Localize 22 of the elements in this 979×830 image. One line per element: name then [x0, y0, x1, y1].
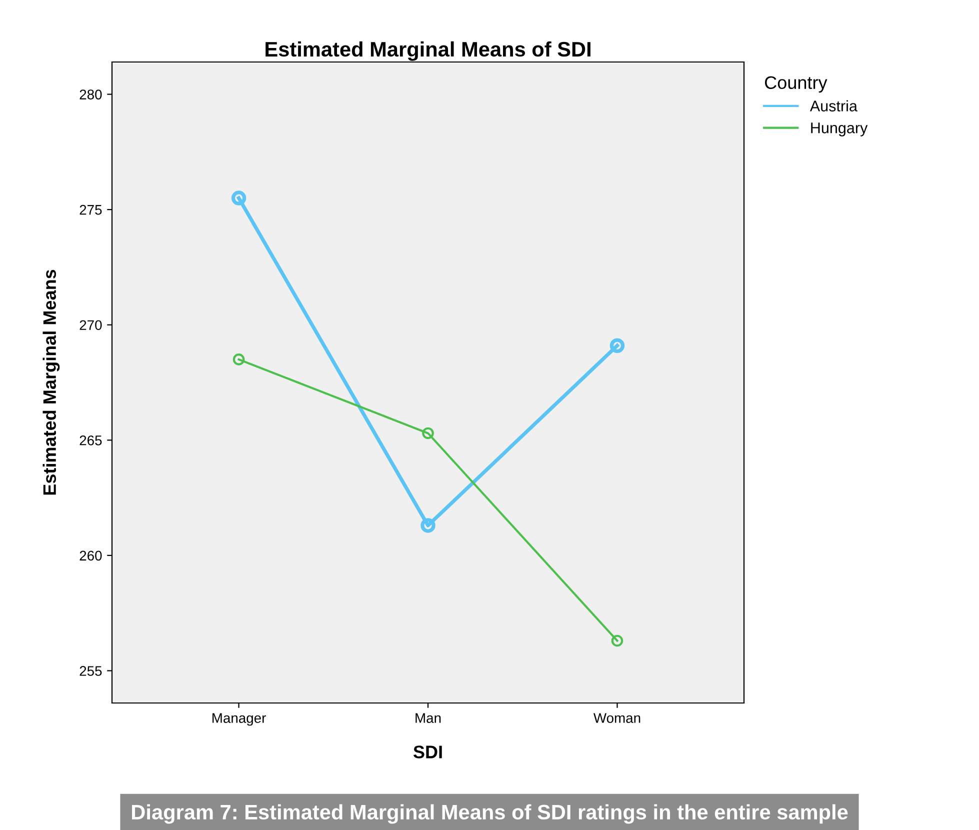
point [231, 190, 246, 206]
text: Diagram 7: Estimated Marginal Means of SDI ratings in the entire sample [132, 804, 848, 824]
y-tick-label: 270 [80, 320, 102, 330]
y-tick-label: 280 [80, 90, 102, 100]
legend-label: Hungary [811, 122, 868, 136]
point [611, 634, 624, 647]
y-tick-label: 260 [80, 550, 102, 561]
point [420, 518, 436, 533]
legend-title: Country [764, 76, 828, 93]
x-axis-title: SDI [413, 746, 442, 758]
x-tick-label: Manager [212, 713, 266, 726]
chart-title: Estimated Marginal Means of SDI [266, 41, 590, 61]
y-tick-label: 255 [80, 666, 102, 676]
y-axis-title: Estimated Marginal Means [42, 270, 60, 495]
point [422, 427, 434, 440]
y-tick-label: 265 [80, 435, 102, 446]
point [232, 354, 245, 366]
x-tick-label: Woman [593, 713, 640, 723]
x-tick-label: Man [416, 713, 441, 723]
point [610, 338, 625, 353]
y-tick-label: 275 [80, 204, 102, 215]
legend-label: Austria [810, 100, 858, 112]
